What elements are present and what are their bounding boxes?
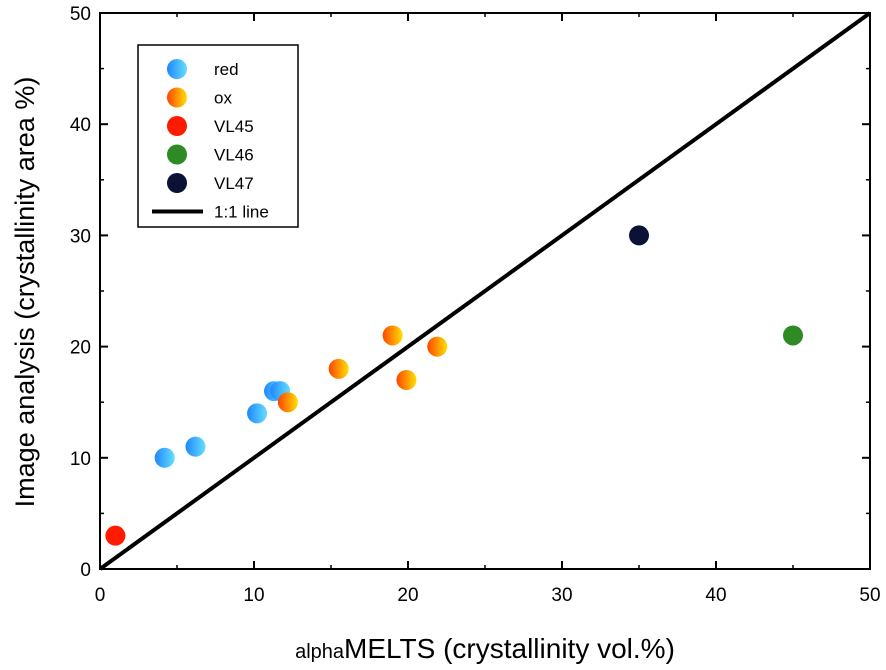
legend-box bbox=[137, 44, 299, 228]
y-tick-label-30: 30 bbox=[70, 226, 91, 247]
x-tick-label-30: 30 bbox=[551, 585, 572, 606]
y-tick-label-10: 10 bbox=[70, 449, 91, 470]
y-axis-title: Image analysis (crystallinity area %) bbox=[10, 77, 40, 508]
point-vl47-1 bbox=[629, 225, 649, 246]
x-tick-label-20: 20 bbox=[397, 585, 418, 606]
point-ox-3 bbox=[382, 325, 403, 346]
x-axis-title-prefix: alpha bbox=[295, 641, 345, 663]
axes-layer: 0 10 20 30 40 50 0 10 20 30 40 50 bbox=[70, 4, 881, 606]
one-to-one-line bbox=[98, 11, 872, 571]
x-tick-label-0: 0 bbox=[95, 585, 106, 606]
legend-label-red: red bbox=[214, 60, 239, 79]
x-axis-title-main: MELTS (crystallinity vol.%) bbox=[344, 633, 675, 664]
legend-marker-ox bbox=[167, 87, 187, 108]
legend-label-ox: ox bbox=[214, 89, 232, 108]
legend-marker-vl46 bbox=[167, 144, 187, 165]
legend-label-vl46: VL46 bbox=[214, 146, 254, 165]
y-tick-label-50: 50 bbox=[70, 4, 91, 25]
legend-label-vl47: VL47 bbox=[214, 174, 254, 193]
y-tick-label-0: 0 bbox=[80, 560, 91, 581]
legend-label-vl45: VL45 bbox=[214, 117, 254, 136]
y-tick-label-40: 40 bbox=[70, 115, 91, 136]
x-axis-title: alphaMELTS (crystallinity vol.%) bbox=[295, 633, 675, 664]
y-tick-label-20: 20 bbox=[70, 338, 91, 359]
x-tick-label-10: 10 bbox=[243, 585, 264, 606]
point-ox-5 bbox=[427, 336, 448, 357]
point-ox-2 bbox=[328, 358, 349, 379]
point-ox-4 bbox=[396, 369, 417, 390]
point-red-3 bbox=[247, 403, 268, 424]
x-tick-label-40: 40 bbox=[705, 585, 726, 606]
data-points-layer bbox=[105, 225, 803, 546]
legend-marker-red bbox=[167, 59, 187, 79]
point-red-1 bbox=[154, 447, 175, 468]
point-ox-1 bbox=[277, 392, 298, 413]
legend-label-one-to-one-line: 1:1 line bbox=[214, 203, 269, 222]
point-red-2 bbox=[185, 436, 206, 457]
point-vl46-1 bbox=[783, 325, 803, 346]
legend: red ox VL45 VL46 VL47 1:1 line bbox=[137, 44, 299, 228]
reference-line-layer bbox=[98, 11, 872, 571]
legend-marker-vl47 bbox=[167, 173, 187, 193]
legend-marker-vl45 bbox=[167, 116, 187, 136]
point-vl45-1 bbox=[105, 525, 126, 546]
legend-items: red ox VL45 VL46 VL47 1:1 line bbox=[152, 59, 269, 222]
x-tick-label-50: 50 bbox=[859, 585, 880, 606]
